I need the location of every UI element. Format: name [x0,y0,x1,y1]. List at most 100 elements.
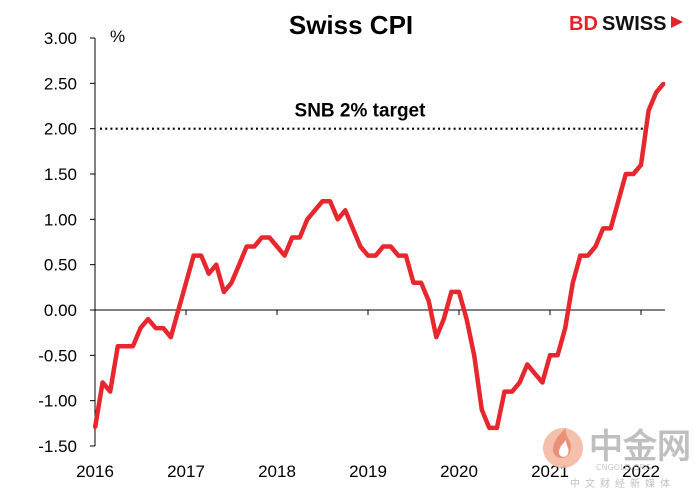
x-tick-label: 2016 [76,462,114,481]
x-tick-label: 2020 [440,462,478,481]
data-point [154,326,158,330]
data-point [548,353,552,357]
data-point [556,353,560,357]
data-point [328,199,332,203]
data-point [290,236,294,239]
series-group [92,81,666,431]
watermark-subtitle: 中文财经新媒体 [570,477,675,490]
data-point [298,236,302,239]
data-point [184,281,188,285]
data-point [192,254,196,258]
chart-title: Swiss CPI [289,10,413,40]
data-point [518,381,522,384]
data-point [260,236,264,239]
x-tick-label: 2019 [349,462,387,481]
data-point [389,245,393,248]
data-point [404,254,408,258]
y-tick-label: 0.50 [44,256,77,275]
data-point [571,281,575,285]
data-point [93,426,97,430]
y-tick-label: 3.00 [44,29,77,48]
y-tick-label: -0.50 [38,346,77,365]
data-point [313,208,317,212]
y-tick-label: -1.50 [38,437,77,456]
data-point [366,254,370,258]
data-point [116,344,120,348]
data-point [214,263,218,267]
data-point [472,353,476,357]
data-point [139,326,142,330]
data-point [222,290,226,294]
data-point [586,254,590,258]
data-point [199,254,203,258]
brand-logo: BD SWISS [569,13,683,35]
data-point [457,290,461,294]
data-point [161,326,165,330]
data-point [442,317,446,321]
data-point [230,281,233,285]
data-point [624,172,628,176]
y-axis: 3.00 2.50 2.00 1.50 1.00 0.50 0.00 -0.50 -1.00 -1… [38,29,96,456]
reference-line-group: SNB 2% target [100,101,651,130]
data-point [427,299,431,303]
data-point [374,254,378,258]
y-tick-label: 1.50 [44,165,77,184]
data-point [245,245,249,248]
data-point [351,226,355,230]
y-tick-label: -1.00 [38,392,77,411]
data-point [321,199,324,203]
data-point [169,335,173,339]
data-point [131,344,135,348]
data-point [601,226,605,230]
data-point [252,245,256,248]
data-point [495,426,499,430]
y-tick-label: 0.00 [44,301,77,320]
brand-logo-swiss: SWISS [602,13,666,35]
data-point [358,245,362,248]
data-point [101,381,105,384]
y-unit-label: % [110,27,125,46]
x-tick-label: 2022 [622,462,660,481]
data-point [540,381,544,384]
data-point [412,281,415,285]
data-point [616,199,620,203]
data-point [343,208,347,212]
data-point [631,172,635,176]
data-point [487,426,491,430]
watermark-main-text: 中金网 [589,427,691,467]
data-point [578,254,582,258]
brand-arrow-icon [671,16,683,28]
series-line-swiss-cpi [92,81,666,431]
data-point [108,390,112,394]
data-point [419,281,423,285]
watermark-url: CNGOLD.ORG [596,463,651,472]
data-point [305,217,309,221]
data-point [533,372,537,375]
data-point [336,217,340,221]
x-axis: 2016 2017 2018 2019 2020 2021 2022 [76,309,665,481]
data-point [396,254,400,258]
data-point [480,408,484,412]
data-point [207,272,211,276]
data-point [594,245,597,248]
y-tick-label: 2.00 [44,120,77,139]
y-tick-label: 1.00 [44,210,77,229]
x-tick-label: 2018 [258,462,296,481]
data-point [563,326,567,330]
data-point [525,362,529,366]
data-point [434,335,438,339]
reference-line-label: SNB 2% target [295,101,427,122]
data-point [654,90,658,94]
x-tick-label: 2017 [167,462,205,481]
data-point [639,163,643,167]
data-point [237,263,241,267]
data-point [275,245,279,248]
data-point [449,290,453,294]
data-point [146,317,150,321]
data-point [176,308,180,312]
watermark-logo-icon [543,428,583,468]
brand-logo-bd: BD [569,13,598,35]
data-point [662,81,666,85]
y-tick-label: 2.50 [44,74,77,93]
